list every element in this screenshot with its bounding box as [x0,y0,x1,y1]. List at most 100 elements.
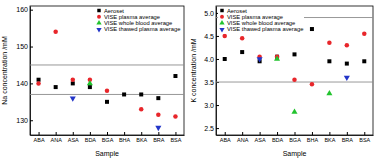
x-tick: BDA [272,132,284,143]
y-tick: 4.5 [204,33,219,40]
x-tick-label: BRA [342,137,354,143]
point [173,114,178,119]
point [139,92,143,96]
x-tick-mark [90,132,91,135]
point [223,57,227,61]
legend-label: VISE whole blood average [227,20,295,26]
figure: 130140150160ABAANAASABDABGABHABKABRABSAS… [0,0,378,159]
point [240,36,245,41]
legend-marker [96,28,101,33]
y-tick-mark [30,47,33,48]
point [155,126,161,131]
y-axis-line [30,7,31,136]
series [87,80,93,85]
series [222,31,366,86]
x-tick-label: ABA [34,137,45,143]
legend-marker [219,20,224,25]
x-tick-label: BDA [85,137,97,143]
x-tick-mark [329,132,330,135]
point [310,82,315,87]
x-tick: BRA [153,132,165,143]
x-tick-label: BRA [153,137,165,143]
y-tick-label: 2.5 [204,125,214,132]
point [173,74,177,78]
point [345,43,350,48]
point [54,85,58,89]
point [70,96,76,101]
panel: 130140150160ABAANAASABDABGABHABKABRABSAS… [1,6,185,158]
x-tick: BGA [102,132,114,143]
x-tick: BHA [307,132,319,143]
x-tick: BHA [119,132,131,143]
reference-line [30,64,184,65]
x-tick-label: ASA [255,137,266,143]
x-tick-label: BKA [136,137,147,143]
point [87,80,93,85]
y-tick-label: 3.5 [204,79,214,86]
x-tick-mark [175,132,176,135]
legend-marker [96,20,101,25]
y-tick-mark [216,128,219,129]
y-tick: 5.0 [204,10,219,17]
x-tick-mark [39,132,40,135]
x-tick: ABA [34,132,45,143]
x-tick-mark [124,132,125,135]
x-tick-mark [73,132,74,135]
y-tick-mark [216,36,219,37]
legend-background [95,7,181,34]
point [326,90,332,95]
series [257,57,350,81]
y-axis-line [216,7,217,136]
x-tick-mark [107,132,108,135]
point [345,62,349,66]
point [139,107,144,112]
point [327,59,331,63]
y-tick-mark [30,120,33,121]
x-tick: ASA [255,132,266,143]
x-tick: BDA [85,132,97,143]
y-tick-label: 4.0 [204,56,214,63]
legend-marker [220,15,224,19]
x-tick-mark [158,132,159,135]
y-axis: 2.53.03.54.04.55.0 [204,7,219,136]
plot-frame [30,6,184,135]
x-axis-title: Sample [95,150,119,158]
x-tick-label: BHA [307,137,319,143]
legend-marker [97,15,101,19]
y-tick-mark [216,59,219,60]
x-tick-label: BHA [119,137,131,143]
x-tick-mark [141,132,142,135]
point [156,112,161,117]
legend-background [218,7,304,34]
x-tick-mark [242,132,243,135]
x-tick-label: BGA [102,137,114,143]
x-tick-label: ANA [237,137,249,143]
x-tick-mark [225,132,226,135]
y-tick-label: 5.0 [204,10,214,17]
y-tick-label: 150 [16,43,28,50]
x-tick-label: BKA [324,137,335,143]
legend-label: Aeroset [227,8,247,14]
y-axis: 130140150160 [16,6,33,135]
x-tick-mark [260,132,261,135]
x-tick: BKA [136,132,147,143]
x-tick-mark [295,132,296,135]
legend: AerosetVISE plasma averageVISE whole blo… [218,7,304,34]
y-tick: 150 [16,43,33,50]
x-tick-mark [364,132,365,135]
x-axis: ABAANAASABDABGABHABKABRABSA [31,132,185,143]
plot-area [30,30,184,132]
x-tick: BSA [359,132,370,143]
legend-marker [97,9,100,12]
point [37,78,41,82]
legend: AerosetVISE plasma averageVISE whole blo… [95,7,181,34]
x-tick-label: BSA [170,137,181,143]
y-tick-label: 160 [16,6,28,13]
point [105,89,110,94]
series [274,55,332,113]
x-tick: BKA [324,132,335,143]
series [70,96,162,131]
point [291,108,297,113]
plot-frame [216,6,373,135]
y-tick: 160 [16,6,33,13]
